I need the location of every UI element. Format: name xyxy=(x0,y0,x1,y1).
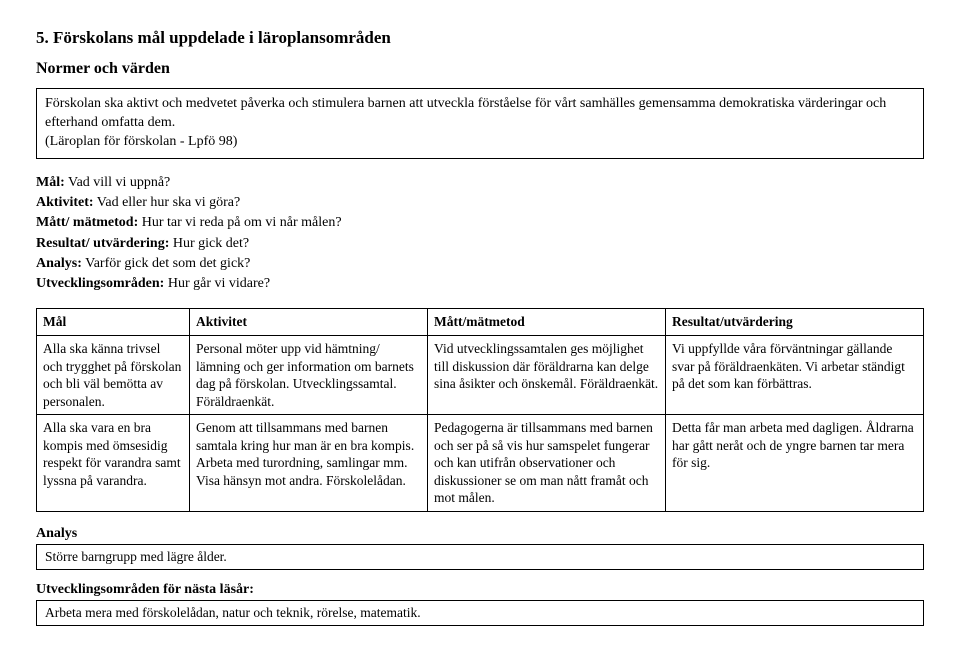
table-row: Alla ska vara en bra kompis med ömsesidi… xyxy=(37,415,924,512)
cell-mal: Alla ska känna trivsel och trygghet på f… xyxy=(37,336,190,415)
def-text: Hur gick det? xyxy=(169,236,249,251)
table-row: Alla ska känna trivsel och trygghet på f… xyxy=(37,336,924,415)
cell-resultat: Detta får man arbeta med dagligen. Åldra… xyxy=(666,415,924,512)
def-term: Aktivitet: xyxy=(36,195,94,210)
analysis-box: Större barngrupp med lägre ålder. xyxy=(36,544,924,570)
table-header-row: Mål Aktivitet Mått/mätmetod Resultat/utv… xyxy=(37,309,924,336)
def-text: Hur tar vi reda på om vi når målen? xyxy=(138,215,341,230)
def-term: Analys: xyxy=(36,256,82,271)
section-subtitle: Normer och värden xyxy=(36,60,924,78)
cell-matt: Pedagogerna är tillsammans med barnen oc… xyxy=(428,415,666,512)
cell-aktivitet: Genom att tillsammans med barnen samtala… xyxy=(190,415,428,512)
definitions-block: Mål: Vad vill vi uppnå? Aktivitet: Vad e… xyxy=(36,173,924,295)
def-text: Vad eller hur ska vi göra? xyxy=(94,195,241,210)
cell-matt: Vid utvecklingssamtalen ges möjlighet ti… xyxy=(428,336,666,415)
next-year-label: Utvecklingsområden för nästa läsår: xyxy=(36,582,924,598)
goals-table: Mål Aktivitet Mått/mätmetod Resultat/utv… xyxy=(36,308,924,511)
def-text: Vad vill vi uppnå? xyxy=(65,175,171,190)
def-term: Mått/ mätmetod: xyxy=(36,215,138,230)
analysis-text: Större barngrupp med lägre ålder. xyxy=(37,544,924,569)
intro-source: (Läroplan för förskolan - Lpfö 98) xyxy=(45,134,237,149)
intro-box: Förskolan ska aktivt och medvetet påverk… xyxy=(36,88,924,159)
cell-aktivitet: Personal möter upp vid hämtning/ lämning… xyxy=(190,336,428,415)
cell-resultat: Vi uppfyllde våra förväntningar gällande… xyxy=(666,336,924,415)
analysis-label: Analys xyxy=(36,526,924,542)
col-header-resultat: Resultat/utvärdering xyxy=(666,309,924,336)
intro-text: Förskolan ska aktivt och medvetet påverk… xyxy=(45,96,886,130)
def-text: Varför gick det som det gick? xyxy=(82,256,250,271)
def-text: Hur går vi vidare? xyxy=(164,276,270,291)
def-term: Resultat/ utvärdering: xyxy=(36,236,169,251)
cell-mal: Alla ska vara en bra kompis med ömsesidi… xyxy=(37,415,190,512)
col-header-mal: Mål xyxy=(37,309,190,336)
col-header-aktivitet: Aktivitet xyxy=(190,309,428,336)
def-term: Utvecklingsområden: xyxy=(36,276,164,291)
col-header-matt: Mått/mätmetod xyxy=(428,309,666,336)
def-term: Mål: xyxy=(36,175,65,190)
page-title: 5. Förskolans mål uppdelade i läroplanso… xyxy=(36,28,924,48)
